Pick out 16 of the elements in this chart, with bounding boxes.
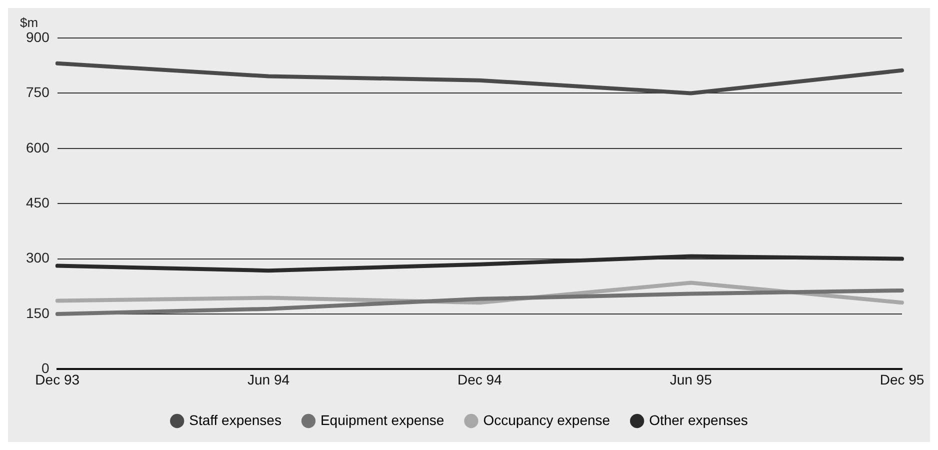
y-tick-label: 750 xyxy=(26,84,50,100)
x-tick-label: Jun 94 xyxy=(247,371,290,388)
legend-label: Equipment expense xyxy=(320,412,444,428)
x-tick-label: Jun 95 xyxy=(670,371,712,388)
x-tick-label: Dec 94 xyxy=(458,371,502,388)
x-tick-label: Dec 95 xyxy=(880,371,924,388)
y-axis-title: $m xyxy=(20,15,38,30)
y-tick-label: 450 xyxy=(26,194,50,210)
y-tick-label: 150 xyxy=(26,304,50,321)
y-tick-label: 0 xyxy=(42,360,50,376)
y-tick-label: 300 xyxy=(26,250,50,266)
y-tick-label: 900 xyxy=(26,28,50,45)
y-tick-label: 600 xyxy=(26,139,50,156)
legend-label: Other expenses xyxy=(649,412,748,428)
legend-label: Occupancy expense xyxy=(483,412,610,428)
legend-label: Staff expenses xyxy=(189,412,282,428)
